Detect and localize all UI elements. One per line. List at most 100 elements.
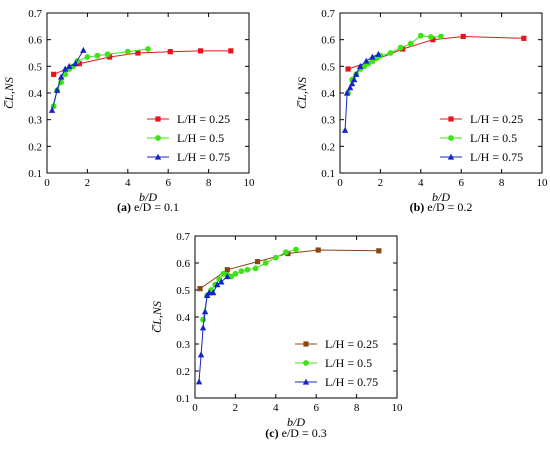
series-line-1 bbox=[347, 35, 524, 70]
data-point bbox=[438, 33, 444, 40]
plot-frame bbox=[46, 12, 250, 174]
x-tick-label: 10 bbox=[537, 177, 549, 189]
plot-frame bbox=[194, 235, 398, 399]
chart-panel-2: 0 2 4 6 8 10 0.1 0.2 0.3 0.4 0.5 0.6 0.7 b/D C̅L,NS L/H… bbox=[295, 8, 548, 214]
data-point bbox=[430, 37, 436, 43]
data-point bbox=[397, 44, 404, 51]
data-point bbox=[238, 268, 245, 274]
data-point bbox=[104, 51, 111, 58]
data-point bbox=[283, 249, 289, 256]
y-axis-label: C̅L,NS bbox=[2, 77, 16, 109]
y-tick-label: 0.4 bbox=[176, 312, 190, 324]
y-axis-label: C̅L,NS bbox=[150, 301, 164, 333]
data-point bbox=[107, 54, 113, 60]
x-tick-label: 6 bbox=[313, 402, 319, 414]
data-point bbox=[84, 54, 91, 60]
data-point bbox=[460, 33, 466, 40]
data-point bbox=[61, 65, 69, 72]
data-point bbox=[346, 84, 354, 91]
legend-label: L/H = 0.5 bbox=[177, 131, 224, 145]
data-point bbox=[124, 48, 131, 55]
data-point bbox=[255, 259, 261, 265]
y-tick-label: 0.5 bbox=[321, 61, 335, 73]
legend-marker bbox=[155, 135, 161, 141]
y-tick-label: 0.6 bbox=[321, 35, 335, 47]
data-point bbox=[350, 76, 358, 83]
x-tick-label: 8 bbox=[206, 177, 212, 189]
x-tick-label: 10 bbox=[244, 177, 256, 189]
legend-marker bbox=[448, 116, 454, 122]
data-point bbox=[387, 50, 394, 56]
legend-label: L/H = 0.75 bbox=[325, 375, 378, 389]
y-tick-label: 0.6 bbox=[176, 258, 190, 270]
data-point bbox=[428, 34, 434, 40]
x-axis-label: b/D bbox=[287, 415, 305, 429]
legend-label: L/H = 0.75 bbox=[177, 150, 230, 164]
x-tick-label: 4 bbox=[273, 402, 279, 414]
legend-label: L/H = 0.25 bbox=[470, 112, 523, 126]
data-point bbox=[224, 273, 231, 280]
data-point bbox=[72, 60, 79, 67]
y-tick-label: 0.7 bbox=[321, 8, 335, 20]
data-point bbox=[315, 247, 321, 253]
y-tick-label: 0.4 bbox=[28, 88, 42, 100]
data-point bbox=[417, 32, 424, 39]
data-point bbox=[80, 46, 87, 53]
series-line-3 bbox=[344, 53, 379, 131]
data-point bbox=[343, 89, 351, 96]
data-point bbox=[224, 267, 230, 273]
data-point bbox=[209, 289, 217, 296]
y-tick-label: 0.2 bbox=[321, 141, 335, 153]
y-tick-label: 0.5 bbox=[176, 285, 190, 297]
data-point bbox=[197, 48, 204, 54]
y-tick-label: 0.1 bbox=[321, 168, 335, 180]
data-point bbox=[205, 289, 213, 296]
x-axis-label: b/D bbox=[432, 190, 450, 204]
data-point bbox=[66, 62, 73, 69]
data-point bbox=[195, 378, 203, 385]
data-point bbox=[232, 270, 239, 277]
x-tick-label: 2 bbox=[233, 402, 239, 414]
y-tick-label: 0.3 bbox=[321, 115, 335, 127]
x-tick-label: 8 bbox=[499, 177, 505, 189]
x-tick-label: 2 bbox=[85, 177, 91, 189]
legend-marker bbox=[155, 116, 161, 122]
legend-marker bbox=[154, 153, 162, 160]
y-axis-label: C̅L,NS bbox=[295, 77, 309, 109]
data-point bbox=[521, 35, 527, 41]
data-point bbox=[218, 278, 225, 285]
data-point bbox=[53, 86, 61, 93]
x-tick-label: 6 bbox=[458, 177, 464, 189]
data-point bbox=[369, 53, 376, 60]
y-tick-label: 0.7 bbox=[28, 8, 42, 20]
data-point bbox=[167, 49, 173, 55]
x-tick-label: 0 bbox=[44, 177, 50, 189]
legend-label: L/H = 0.5 bbox=[325, 356, 372, 370]
y-tick-label: 0.5 bbox=[28, 61, 42, 73]
data-point bbox=[135, 50, 141, 56]
data-point bbox=[197, 286, 203, 292]
data-point bbox=[201, 308, 209, 315]
data-point bbox=[57, 73, 65, 80]
y-tick-label: 0.7 bbox=[176, 231, 190, 243]
data-point bbox=[352, 70, 360, 77]
data-point bbox=[76, 61, 82, 67]
chart-panel-3: 0 2 4 6 8 10 0.1 0.2 0.3 0.4 0.5 0.6 0.7 b/D C̅L,NS L/H… bbox=[150, 231, 403, 440]
y-tick-label: 0.2 bbox=[176, 366, 190, 378]
x-tick-label: 6 bbox=[165, 177, 171, 189]
x-tick-label: 0 bbox=[192, 402, 198, 414]
data-point bbox=[363, 57, 370, 64]
data-point bbox=[348, 80, 356, 87]
data-point bbox=[272, 254, 279, 261]
chart-panel-1: 0 2 4 6 8 10 0.1 0.2 0.3 0.4 0.5 0.6 0.7 b/D C̅L,NS L/H… bbox=[2, 8, 255, 214]
x-tick-label: 4 bbox=[125, 177, 131, 189]
legend-marker bbox=[448, 135, 454, 141]
data-point bbox=[228, 48, 234, 54]
y-tick-label: 0.2 bbox=[28, 141, 42, 153]
legend-label: L/H = 0.25 bbox=[177, 112, 230, 126]
data-point bbox=[293, 246, 299, 253]
x-axis-label: b/D bbox=[139, 190, 157, 204]
y-tick-label: 0.1 bbox=[28, 168, 42, 180]
legend-label: L/H = 0.25 bbox=[325, 337, 378, 351]
